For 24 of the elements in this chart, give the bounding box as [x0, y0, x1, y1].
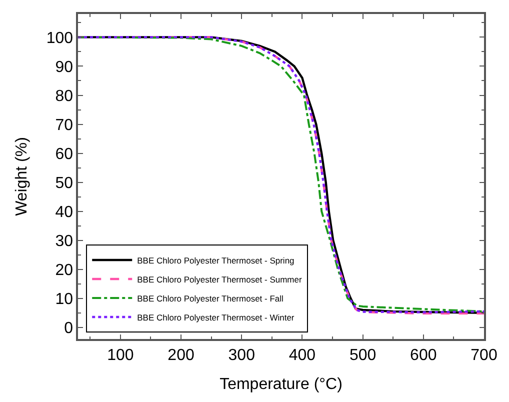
x-tick-label: 500	[349, 346, 376, 364]
legend-label: BBE Chloro Polyester Thermoset - Fall	[137, 293, 284, 304]
y-axis-title: Weight (%)	[14, 137, 31, 216]
y-tick-label: 40	[55, 204, 74, 221]
y-tick-label: 10	[55, 290, 74, 308]
y-tick-label: 70	[55, 116, 74, 134]
legend-label: BBE Chloro Polyester Thermoset - Spring	[137, 255, 295, 266]
legend-label: BBE Chloro Polyester Thermoset - Summer	[137, 274, 302, 284]
y-tick-label: 30	[55, 232, 74, 250]
x-tick-label: 600	[410, 346, 437, 364]
x-tick-label: 700	[470, 346, 498, 364]
legend-label: BBE Chloro Polyester Thermoset - Winter	[137, 312, 294, 322]
x-tick-label: 300	[228, 346, 256, 364]
x-tick-label: 100	[107, 346, 134, 364]
y-tick-label: 0	[64, 320, 74, 337]
y-tick-label: 100	[46, 30, 74, 47]
y-tick-label: 80	[55, 88, 74, 105]
y-tick-label: 90	[55, 58, 74, 76]
y-tick-label: 50	[55, 174, 74, 192]
x-axis-title: Temperature (°C)	[220, 376, 342, 394]
y-tick-label: 20	[55, 262, 74, 279]
y-tick-label: 60	[55, 146, 74, 163]
x-tick-label: 200	[168, 346, 194, 364]
x-tick-label: 400	[288, 346, 316, 364]
